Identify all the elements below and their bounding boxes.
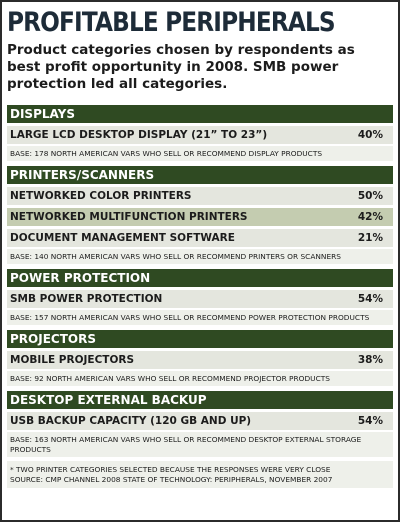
title: PROFITABLE PERIPHERALS bbox=[7, 7, 336, 38]
row-label: MOBILE PROJECTORS bbox=[10, 354, 135, 366]
base-note: BASE: 178 NORTH AMERICAN VARS WHO SELL O… bbox=[7, 146, 393, 161]
row: MOBILE PROJECTORS 38% bbox=[7, 351, 393, 369]
section-header: POWER PROTECTION bbox=[7, 269, 393, 287]
row-label: DOCUMENT MANAGEMENT SOFTWARE bbox=[10, 232, 235, 244]
row: DOCUMENT MANAGEMENT SOFTWARE 21% bbox=[7, 229, 393, 247]
section-header: PROJECTORS bbox=[7, 330, 393, 348]
row: NETWORKED MULTIFUNCTION PRINTERS 42% bbox=[7, 208, 393, 226]
section-header: PRINTERS/SCANNERS bbox=[7, 166, 393, 184]
row: SMB POWER PROTECTION 54% bbox=[7, 290, 393, 308]
footnote: SOURCE: CMP CHANNEL 2008 STATE OF TECHNO… bbox=[10, 475, 333, 484]
row: LARGE LCD DESKTOP DISPLAY (21” TO 23”) 40… bbox=[7, 126, 393, 144]
row-value: 40% bbox=[357, 129, 383, 141]
row: NETWORKED COLOR PRINTERS 50% bbox=[7, 187, 393, 205]
row-label: NETWORKED MULTIFUNCTION PRINTERS bbox=[10, 211, 248, 223]
row-label: SMB POWER PROTECTION bbox=[10, 293, 163, 305]
row-value: 21% bbox=[357, 232, 383, 244]
base-note: BASE: 92 NORTH AMERICAN VARS WHO SELL OR… bbox=[7, 371, 393, 386]
row: USB BACKUP CAPACITY (120 GB AND UP) 54% bbox=[7, 412, 393, 430]
row-label: LARGE LCD DESKTOP DISPLAY (21” TO 23”) bbox=[10, 129, 268, 141]
base-note: BASE: 163 NORTH AMERICAN VARS WHO SELL O… bbox=[7, 432, 393, 457]
row-value: 42% bbox=[357, 211, 383, 223]
row-value: 38% bbox=[357, 354, 383, 366]
base-note: BASE: 157 NORTH AMERICAN VARS WHO SELL O… bbox=[7, 310, 393, 325]
row-value: 50% bbox=[357, 190, 383, 202]
footnotes: * TWO PRINTER CATEGORIES SELECTED BECAUS… bbox=[7, 461, 393, 488]
footnote: * TWO PRINTER CATEGORIES SELECTED BECAUS… bbox=[10, 465, 331, 474]
row-label: USB BACKUP CAPACITY (120 GB AND UP) bbox=[10, 415, 252, 427]
row-value: 54% bbox=[357, 415, 383, 427]
row-value: 54% bbox=[357, 293, 383, 305]
subtitle: Product categories chosen by respondents… bbox=[7, 42, 355, 92]
section-header: DESKTOP EXTERNAL BACKUP bbox=[7, 391, 393, 409]
base-note: BASE: 140 NORTH AMERICAN VARS WHO SELL O… bbox=[7, 249, 393, 264]
section-header: DISPLAYS bbox=[7, 105, 393, 123]
row-label: NETWORKED COLOR PRINTERS bbox=[10, 190, 192, 202]
sections: DISPLAYS LARGE LCD DESKTOP DISPLAY (21” T… bbox=[7, 105, 393, 457]
